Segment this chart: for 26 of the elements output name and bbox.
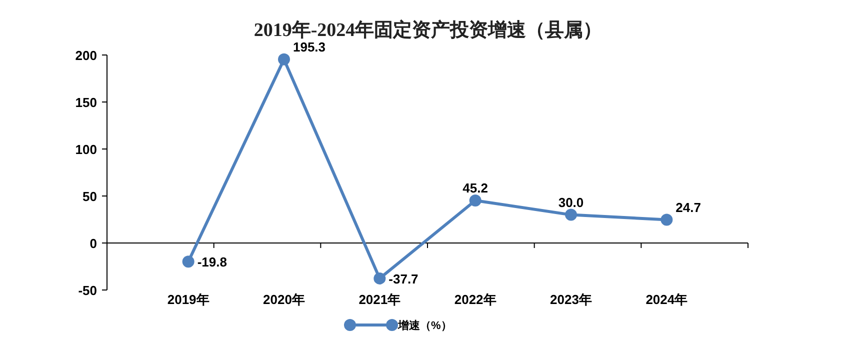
x-tick-label: 2020年: [263, 292, 305, 307]
data-label: 30.0: [558, 194, 584, 210]
data-label: 24.7: [676, 200, 701, 215]
y-tick-label: 150: [75, 95, 97, 110]
x-tick-label: 2024年: [646, 292, 688, 307]
point: [278, 53, 290, 66]
y-tick-label: 200: [75, 48, 97, 63]
point: [565, 208, 578, 221]
data-label: 195.3: [292, 39, 326, 54]
legend-label: 增速（%）: [397, 319, 452, 332]
y-tick-label: 50: [82, 189, 97, 204]
data-label: 45.2: [462, 180, 488, 196]
point: [660, 214, 673, 226]
x-tick-label: 2021年: [358, 292, 401, 307]
x-tick-label: 2023年: [550, 292, 592, 307]
y-tick-label: 0: [90, 236, 97, 251]
x-tick-label: 2022年: [454, 292, 496, 307]
x-tick-label: 2019年: [167, 292, 210, 307]
y-tick-label: -50: [78, 283, 97, 298]
point: [182, 256, 194, 268]
point: [374, 272, 386, 284]
y-tick-label: 100: [75, 142, 97, 157]
point: [469, 194, 482, 207]
data-label: -37.7: [388, 271, 418, 286]
chart-title: 2019年-2024年固定资产投资增速（县属）: [254, 19, 602, 41]
data-label: -19.8: [197, 254, 227, 270]
